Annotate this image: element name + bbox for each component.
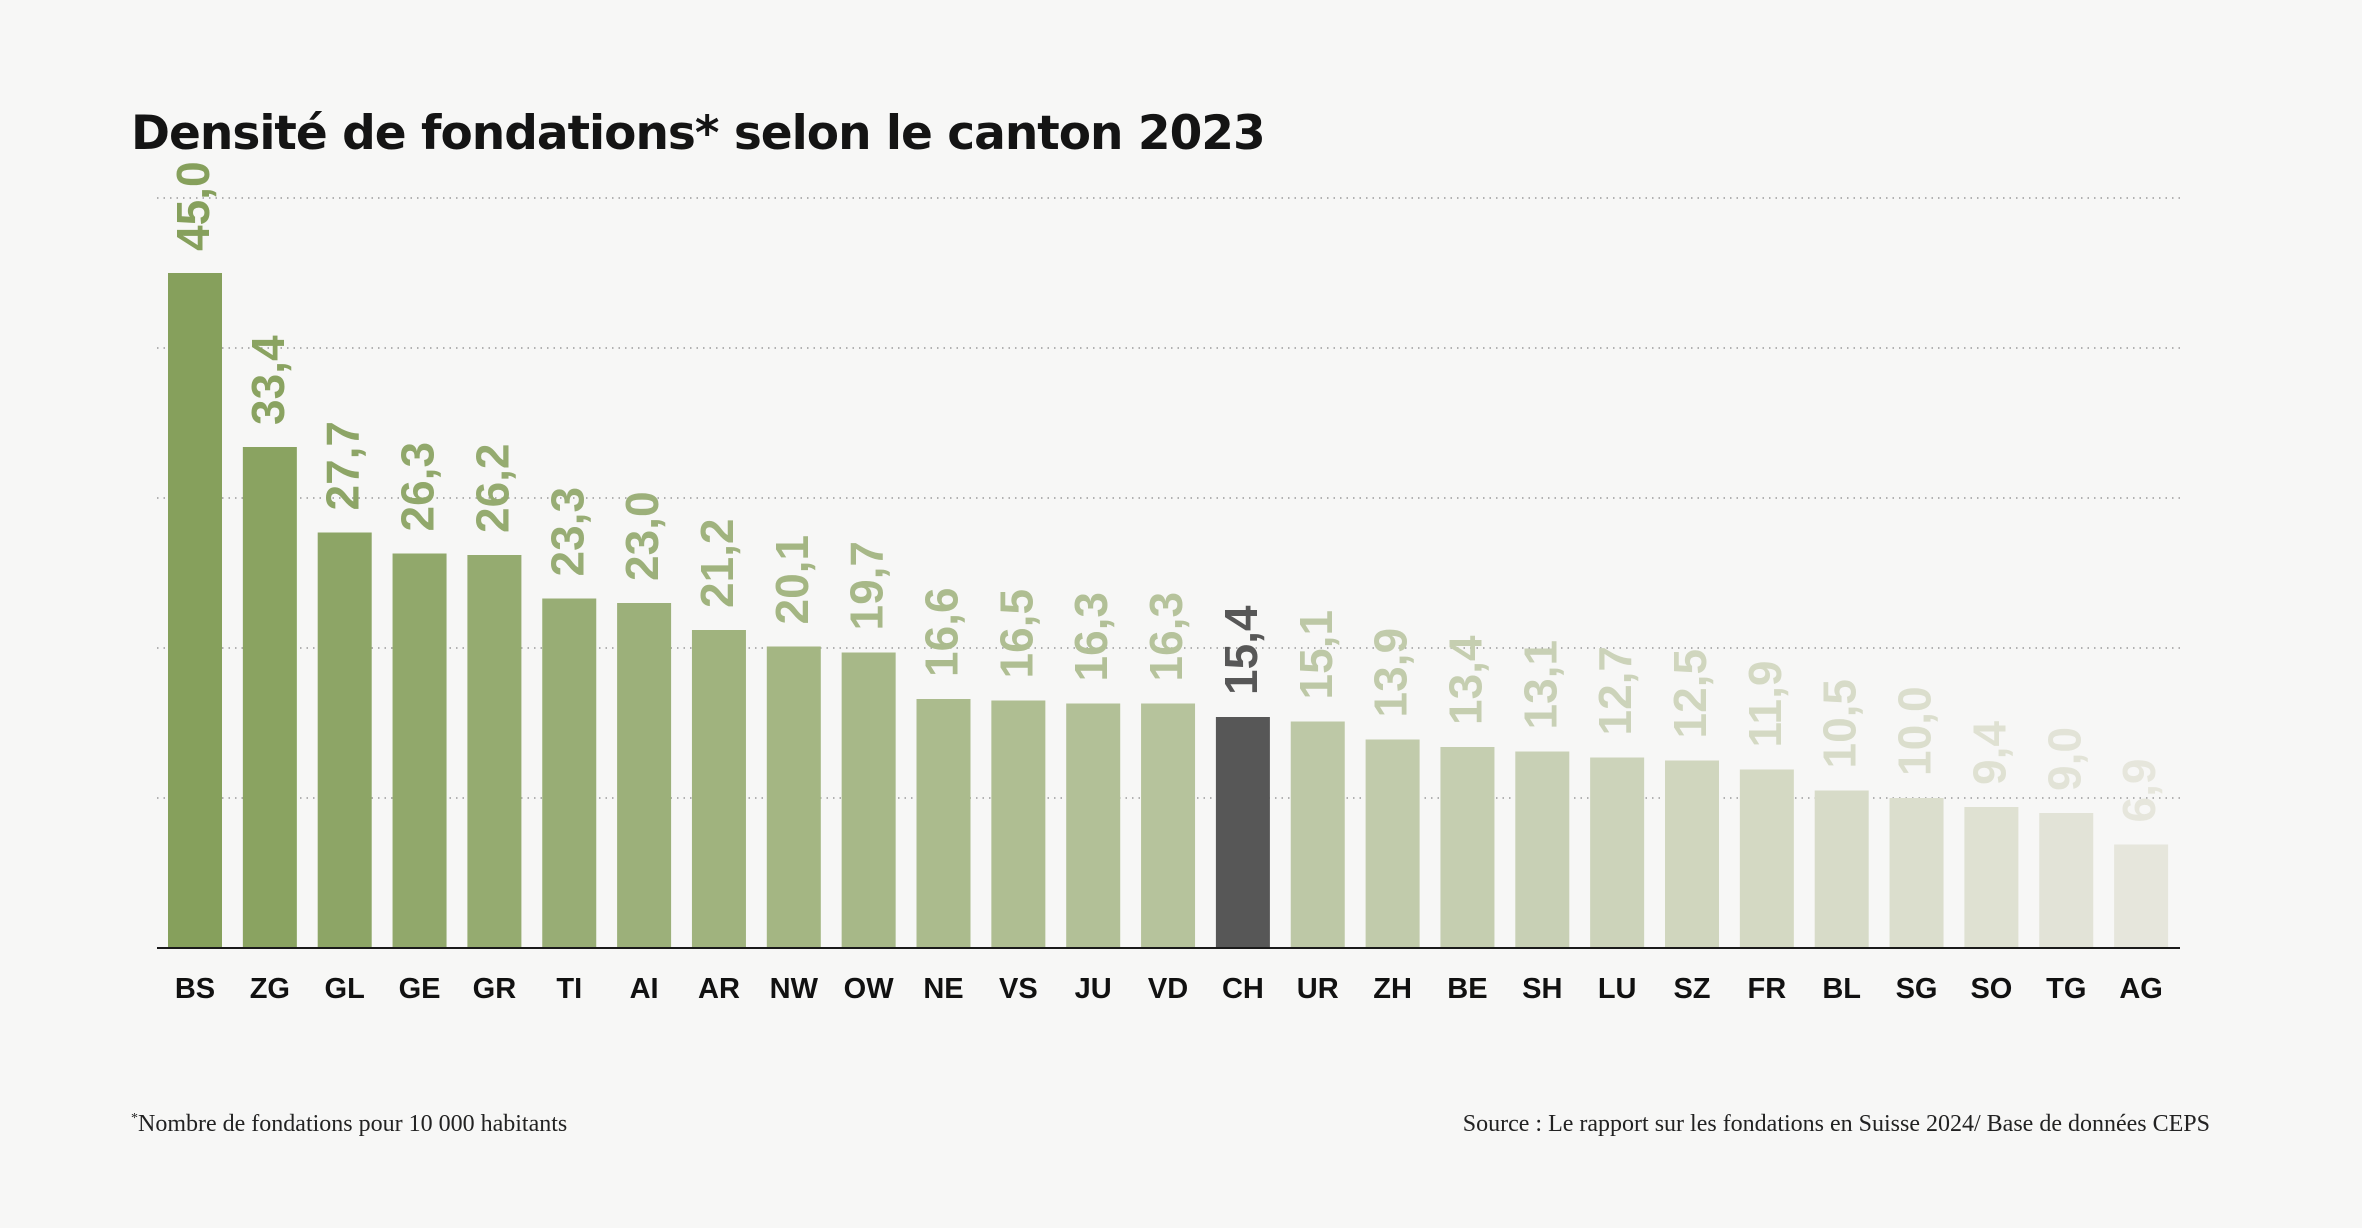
value-label-be: 13,4 xyxy=(1439,635,1491,725)
category-label-ow: OW xyxy=(844,973,895,1005)
bar-ch xyxy=(1215,717,1270,948)
category-label-be: BE xyxy=(1447,973,1487,1005)
value-label-ai: 23,0 xyxy=(616,491,668,581)
bar-nw xyxy=(766,646,821,948)
value-label-fr: 11,9 xyxy=(1739,661,1791,748)
bar-ge xyxy=(392,553,447,948)
bar-ag xyxy=(2114,844,2169,948)
category-label-vd: VD xyxy=(1148,973,1188,1005)
bar-sg xyxy=(1889,798,1944,948)
category-label-ju: JU xyxy=(1075,973,1112,1005)
bar-fr xyxy=(1739,769,1794,948)
value-label-ti: 23,3 xyxy=(541,487,593,577)
bar-vs xyxy=(991,700,1046,948)
category-label-lu: LU xyxy=(1598,973,1637,1005)
value-label-ge: 26,3 xyxy=(392,442,444,532)
value-label-sz: 12,5 xyxy=(1664,649,1716,739)
category-label-so: SO xyxy=(1970,973,2012,1005)
category-label-ch: CH xyxy=(1222,973,1264,1005)
category-label-bl: BL xyxy=(1822,973,1861,1005)
footnote-text: Nombre de fondations pour 10 000 habitan… xyxy=(138,1111,568,1137)
value-label-tg: 9,0 xyxy=(2038,727,2090,791)
category-label-bs: BS xyxy=(175,973,215,1005)
category-label-sz: SZ xyxy=(1673,973,1710,1005)
bar-lu xyxy=(1590,757,1645,948)
value-label-ag: 6,9 xyxy=(2113,759,2165,823)
category-label-zg: ZG xyxy=(250,973,290,1005)
bar-vd xyxy=(1141,703,1196,948)
category-label-sh: SH xyxy=(1522,973,1562,1005)
category-label-ai: AI xyxy=(630,973,659,1005)
value-label-ar: 21,2 xyxy=(691,518,743,608)
bar-tg xyxy=(2039,813,2094,948)
category-label-gl: GL xyxy=(325,973,365,1005)
value-label-zg: 33,4 xyxy=(242,335,294,425)
value-label-sh: 13,1 xyxy=(1514,640,1566,730)
bar-bs xyxy=(168,273,222,948)
value-label-ur: 15,1 xyxy=(1290,610,1342,700)
bar-ow xyxy=(841,652,896,948)
value-label-gr: 26,2 xyxy=(466,443,518,533)
bar-ai xyxy=(617,603,672,948)
category-label-ar: AR xyxy=(698,973,740,1005)
bar-so xyxy=(1964,807,2019,948)
category-label-ag: AG xyxy=(2119,973,2163,1005)
value-label-ow: 19,7 xyxy=(841,541,893,631)
category-label-vs: VS xyxy=(999,973,1038,1005)
value-label-sg: 10,0 xyxy=(1889,686,1941,776)
footnote-definition: *Nombre de fondations pour 10 000 habita… xyxy=(131,1111,567,1138)
category-label-ur: UR xyxy=(1297,973,1339,1005)
value-label-lu: 12,7 xyxy=(1589,646,1641,736)
category-labels: BS ZG GL GE GR TI AI AR NW OW NE VS JU VD CH UR ZH BE SH LU… xyxy=(175,973,2163,1005)
bar-bl xyxy=(1814,790,1869,948)
value-label-so: 9,4 xyxy=(1963,721,2015,785)
category-label-nw: NW xyxy=(770,973,819,1005)
value-label-ne: 16,6 xyxy=(916,587,968,677)
bars xyxy=(168,273,2169,948)
category-label-ne: NE xyxy=(923,973,963,1005)
value-label-vd: 16,3 xyxy=(1140,592,1192,682)
bar-gr xyxy=(467,555,522,948)
category-label-gr: GR xyxy=(473,973,517,1005)
bar-zh xyxy=(1365,739,1420,948)
bar-zg xyxy=(242,447,297,948)
category-label-fr: FR xyxy=(1748,973,1787,1005)
value-label-gl: 27,7 xyxy=(317,421,369,511)
category-label-ge: GE xyxy=(399,973,441,1005)
category-label-sg: SG xyxy=(1896,973,1938,1005)
category-label-tg: TG xyxy=(2046,973,2086,1005)
bar-ur xyxy=(1290,721,1345,948)
value-label-bs: 45,0 xyxy=(167,161,219,251)
bar-ne xyxy=(916,699,971,948)
source-note: Source : Le rapport sur les fondations e… xyxy=(1462,1111,2210,1137)
bar-gl xyxy=(317,532,372,948)
bar-ju xyxy=(1066,703,1121,948)
value-label-vs: 16,5 xyxy=(990,589,1042,679)
bar-ar xyxy=(691,630,746,948)
category-label-ti: TI xyxy=(556,973,582,1005)
bar-be xyxy=(1440,747,1495,948)
value-label-ch: 15,4 xyxy=(1215,605,1267,695)
bar-sh xyxy=(1515,751,1570,948)
category-label-zh: ZH xyxy=(1373,973,1412,1005)
value-labels: 45,0 33,4 27,7 26,3 26,2 23,3 23,0 21,2 20,1 19,7… xyxy=(167,161,2165,822)
bar-sz xyxy=(1665,760,1719,948)
chart-title: Densité de fondations* selon le canton 2… xyxy=(131,106,1266,161)
bar-ti xyxy=(542,598,597,948)
footnote-marker: * xyxy=(131,1111,138,1126)
value-label-ju: 16,3 xyxy=(1065,592,1117,682)
value-label-bl: 10,5 xyxy=(1814,679,1866,769)
value-label-zh: 13,9 xyxy=(1365,628,1417,718)
value-label-nw: 20,1 xyxy=(766,535,818,625)
